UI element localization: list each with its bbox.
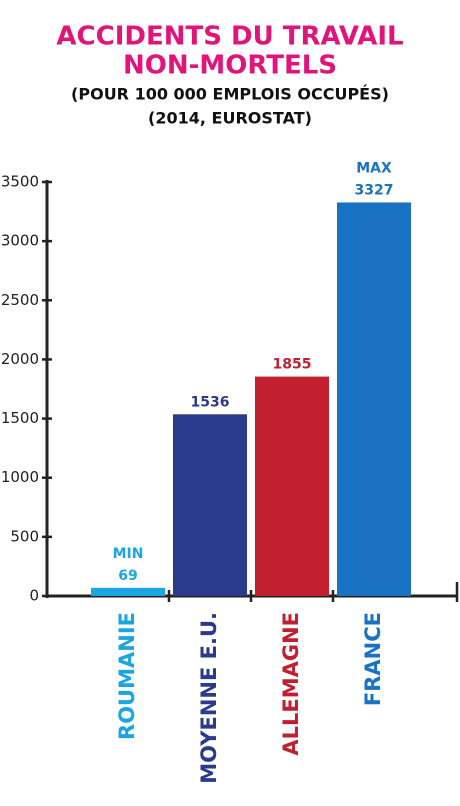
chart-note: (2014, EUROSTAT)	[148, 109, 312, 128]
y-tick-label: 3000	[1, 232, 39, 250]
bar	[91, 587, 165, 596]
value-label: MAX 3327	[355, 160, 394, 198]
x-tick-label: FRANCE	[361, 612, 385, 706]
y-tick-label: 500	[10, 527, 39, 545]
y-tick-label: 2500	[1, 291, 39, 309]
bar	[337, 202, 411, 596]
x-tick-label: ALLEMAGNE	[279, 612, 303, 756]
bar	[173, 414, 247, 596]
y-tick-label: 0	[29, 587, 39, 605]
y-tick-label: 1000	[1, 468, 39, 486]
chart-subtitle: (POUR 100 000 EMPLOIS OCCUPÉS)	[71, 85, 389, 104]
x-tick-label: ROUMANIE	[115, 612, 139, 740]
value-label: 1855	[273, 357, 312, 373]
y-tick-label: 3500	[1, 173, 39, 191]
chart-title: NON-MORTELS	[123, 51, 337, 81]
y-tick-label: 1500	[1, 409, 39, 427]
value-label: 1536	[191, 394, 230, 410]
value-label: MIN 69	[113, 546, 144, 584]
x-tick-label: MOYENNE E.U.	[197, 612, 221, 784]
bar	[255, 376, 329, 596]
y-tick-label: 2000	[1, 350, 39, 368]
chart-title: ACCIDENTS DU TRAVAIL	[56, 22, 403, 52]
